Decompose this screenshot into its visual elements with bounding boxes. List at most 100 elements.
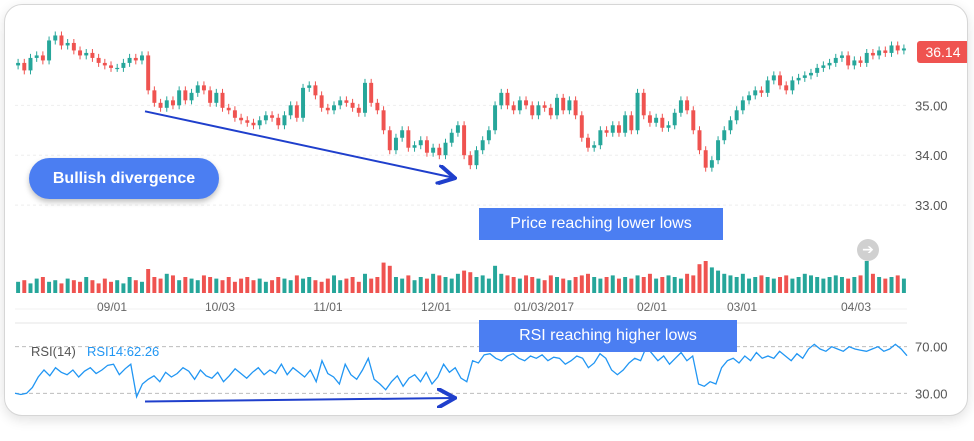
candle-body bbox=[338, 100, 343, 106]
candle-body bbox=[251, 122, 256, 126]
volume-bar bbox=[468, 272, 473, 293]
volume-bar bbox=[431, 273, 436, 293]
candle-body bbox=[418, 140, 423, 146]
volume-bar bbox=[121, 283, 126, 293]
volume-bar bbox=[722, 273, 727, 293]
candle-body bbox=[431, 147, 436, 153]
candle-body bbox=[133, 57, 138, 61]
volume-bar bbox=[616, 278, 621, 293]
volume-bar bbox=[852, 277, 857, 293]
date-tick-label: 04/03 bbox=[841, 300, 871, 314]
candle-body bbox=[313, 85, 318, 96]
candle-body bbox=[802, 75, 807, 78]
candle-body bbox=[771, 75, 776, 81]
volume-bar bbox=[877, 277, 882, 293]
candle-body bbox=[140, 55, 144, 61]
candle-body bbox=[152, 90, 157, 103]
candle-body bbox=[65, 42, 70, 46]
volume-bar bbox=[282, 278, 287, 293]
arrow-right-circle-icon[interactable]: ➔ bbox=[857, 239, 879, 261]
candle-body bbox=[517, 100, 522, 111]
candle-body bbox=[660, 117, 665, 128]
volume-bar bbox=[486, 278, 491, 293]
candle-body bbox=[629, 115, 634, 131]
volume-bar bbox=[753, 277, 758, 293]
candle-body bbox=[294, 105, 299, 118]
candle-body bbox=[164, 100, 169, 108]
volume-bar bbox=[406, 275, 411, 293]
volume-bar bbox=[734, 277, 739, 293]
candle-body bbox=[282, 115, 287, 126]
candle-body bbox=[437, 147, 442, 156]
volume-bar bbox=[84, 277, 89, 293]
volume-bar bbox=[387, 265, 392, 293]
bullish-divergence-label: Bullish divergence bbox=[29, 158, 219, 199]
candle-body bbox=[387, 130, 392, 151]
candle-body bbox=[393, 137, 398, 151]
volume-bar bbox=[480, 275, 485, 293]
candle-body bbox=[586, 137, 590, 148]
date-tick-label: 02/01 bbox=[637, 300, 667, 314]
volume-bar bbox=[412, 280, 417, 293]
volume-bar bbox=[561, 278, 566, 293]
candle-body bbox=[115, 67, 120, 70]
candle-body bbox=[263, 115, 268, 121]
date-tick-label: 10/03 bbox=[205, 300, 235, 314]
volume-bar bbox=[610, 275, 615, 293]
candle-body bbox=[381, 110, 386, 131]
volume-bar bbox=[363, 273, 367, 293]
candle-body bbox=[344, 100, 349, 103]
candle-body bbox=[16, 62, 21, 66]
candle-body bbox=[443, 142, 448, 156]
candle-body bbox=[332, 105, 336, 111]
volume-bar bbox=[164, 273, 169, 293]
volume-bar bbox=[672, 277, 677, 293]
candle-body bbox=[34, 55, 39, 58]
volume-bar bbox=[220, 280, 225, 293]
volume-bar bbox=[443, 277, 448, 293]
candle-body bbox=[511, 105, 516, 111]
volume-bar bbox=[356, 281, 361, 293]
volume-bar bbox=[567, 280, 572, 293]
volume-bar bbox=[400, 278, 405, 293]
candle-body bbox=[740, 100, 745, 111]
volume-bar bbox=[579, 275, 584, 293]
volume-bar bbox=[455, 273, 460, 293]
candle-body bbox=[455, 125, 460, 133]
candle-body bbox=[753, 90, 758, 96]
candle-body bbox=[78, 50, 83, 56]
rsi-divergence-arrow bbox=[144, 398, 453, 402]
volume-bar bbox=[629, 278, 634, 293]
volume-bar bbox=[208, 277, 213, 293]
candle-body bbox=[524, 100, 529, 106]
candle-body bbox=[672, 112, 677, 126]
candle-body bbox=[567, 100, 572, 111]
volume-bar bbox=[381, 262, 386, 293]
volume-bar bbox=[685, 273, 690, 293]
volume-bar bbox=[647, 273, 652, 293]
candle-body bbox=[858, 60, 863, 63]
volume-bar bbox=[666, 275, 671, 293]
candle-body bbox=[542, 105, 547, 108]
candle-body bbox=[784, 85, 789, 91]
rsi-indicator-title: RSI(14) bbox=[31, 344, 76, 359]
volume-bar bbox=[332, 275, 336, 293]
candle-body bbox=[177, 90, 182, 106]
volume-bar bbox=[170, 275, 175, 293]
candle-body bbox=[555, 97, 559, 116]
volume-bar bbox=[65, 278, 70, 293]
candle-body bbox=[666, 125, 671, 128]
candle-body bbox=[350, 102, 355, 108]
volume-bar bbox=[369, 278, 374, 293]
volume-bar bbox=[437, 275, 442, 293]
volume-bar bbox=[697, 264, 702, 293]
volume-bar bbox=[344, 278, 349, 293]
candle-body bbox=[579, 115, 584, 138]
volume-bar bbox=[319, 281, 324, 293]
candle-body bbox=[449, 132, 454, 143]
volume-bar bbox=[232, 281, 237, 293]
volume-bar bbox=[294, 275, 299, 293]
volume-bar bbox=[524, 275, 529, 293]
volume-bar bbox=[214, 278, 219, 293]
volume-bar bbox=[47, 281, 52, 293]
